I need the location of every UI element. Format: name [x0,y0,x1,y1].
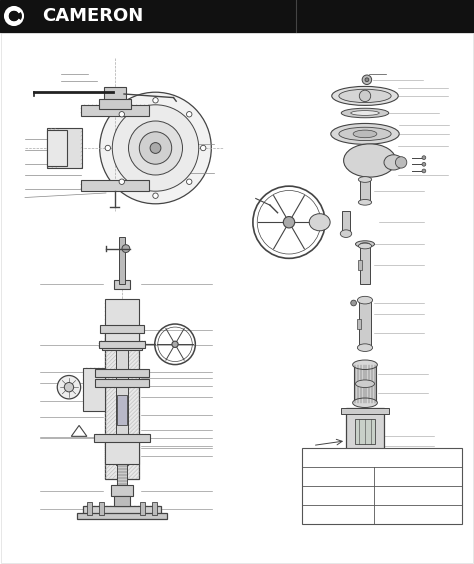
Ellipse shape [356,241,374,248]
Circle shape [119,179,125,184]
Bar [346,408,384,454]
Ellipse shape [384,155,403,170]
Bar [47,130,67,166]
Bar [105,299,139,346]
Bar [357,319,361,329]
Bar [102,342,142,350]
Ellipse shape [356,380,374,387]
Bar [114,496,130,506]
Circle shape [150,143,161,153]
Bar [87,502,91,515]
Circle shape [422,162,426,166]
Bar [117,395,127,425]
Circle shape [283,217,295,228]
Circle shape [351,300,356,306]
Ellipse shape [358,200,372,205]
Ellipse shape [341,108,389,118]
Circle shape [365,78,369,82]
Bar [140,502,145,515]
Circle shape [153,193,158,199]
Bar [83,506,161,515]
Ellipse shape [360,243,370,245]
Bar [94,434,150,442]
Circle shape [395,157,407,168]
Ellipse shape [351,111,379,116]
Bar [105,334,139,479]
Ellipse shape [358,177,372,182]
Ellipse shape [332,86,398,105]
Circle shape [359,90,371,102]
Bar [104,87,126,100]
Circle shape [57,376,81,399]
Circle shape [187,179,192,184]
Bar [111,486,133,496]
Bar [358,260,362,270]
Ellipse shape [340,230,352,237]
Circle shape [128,121,182,175]
Bar [83,368,105,411]
Bar [360,246,370,284]
Bar [105,440,139,464]
Circle shape [362,75,372,85]
Bar [0,0,474,32]
Bar [302,448,462,524]
Circle shape [119,112,125,117]
Circle shape [422,169,426,173]
Bar [100,502,104,515]
Circle shape [64,382,73,392]
Circle shape [172,341,178,347]
Text: CAMERON: CAMERON [42,7,143,25]
Bar [341,448,389,454]
Bar [81,105,149,116]
Ellipse shape [339,127,391,140]
Bar [47,128,82,168]
Circle shape [100,92,211,204]
Bar [81,180,149,191]
Ellipse shape [353,130,377,138]
Ellipse shape [357,296,373,304]
Bar [99,99,131,109]
Circle shape [139,132,172,164]
Circle shape [187,112,192,117]
Bar [341,408,389,414]
Ellipse shape [353,398,377,408]
Circle shape [105,146,110,151]
Bar [118,464,127,486]
Ellipse shape [339,89,391,103]
Bar [360,179,370,202]
Bar [119,237,125,284]
Bar [77,513,167,519]
Circle shape [422,156,426,160]
Ellipse shape [309,214,330,231]
Ellipse shape [344,144,396,177]
Circle shape [112,105,199,191]
Bar [116,349,128,465]
Bar [359,300,371,347]
Circle shape [9,11,19,21]
Bar [100,325,144,333]
Bar [114,280,130,289]
Ellipse shape [358,243,372,249]
Circle shape [122,245,130,253]
Bar [354,365,376,403]
Ellipse shape [331,124,399,144]
Bar [95,380,148,387]
Circle shape [201,146,206,151]
Bar [342,211,350,233]
Bar [355,419,375,444]
Ellipse shape [353,360,377,369]
Bar [153,502,157,515]
Bar [95,369,148,377]
Bar [99,341,146,347]
Ellipse shape [357,344,373,351]
Circle shape [153,98,158,103]
